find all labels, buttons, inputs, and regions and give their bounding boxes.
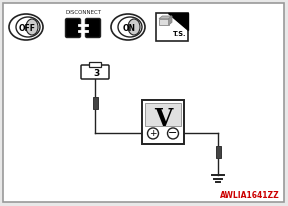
Circle shape bbox=[147, 128, 158, 139]
Polygon shape bbox=[159, 16, 172, 19]
Text: ON: ON bbox=[122, 23, 135, 33]
Ellipse shape bbox=[128, 19, 140, 35]
Polygon shape bbox=[168, 16, 172, 25]
Polygon shape bbox=[168, 13, 188, 30]
FancyBboxPatch shape bbox=[86, 19, 101, 37]
Text: −: − bbox=[168, 128, 178, 138]
Bar bbox=[159, 19, 168, 25]
Ellipse shape bbox=[26, 19, 38, 35]
Bar bbox=[89, 62, 101, 67]
Text: T.S.: T.S. bbox=[173, 31, 186, 37]
Ellipse shape bbox=[118, 17, 142, 37]
FancyBboxPatch shape bbox=[65, 19, 81, 37]
Text: 3: 3 bbox=[94, 69, 100, 77]
Ellipse shape bbox=[111, 14, 145, 40]
Bar bbox=[142, 100, 184, 144]
Bar bbox=[215, 146, 221, 158]
Text: V: V bbox=[154, 107, 172, 131]
Bar bbox=[92, 97, 98, 109]
Bar bbox=[145, 103, 181, 126]
Ellipse shape bbox=[16, 17, 40, 37]
Circle shape bbox=[168, 128, 179, 139]
FancyBboxPatch shape bbox=[81, 65, 109, 79]
Ellipse shape bbox=[9, 14, 43, 40]
Bar bbox=[156, 13, 188, 41]
Text: DISCONNECT: DISCONNECT bbox=[65, 10, 101, 15]
Text: AWLIA1641ZZ: AWLIA1641ZZ bbox=[220, 191, 280, 200]
Text: OFF: OFF bbox=[18, 23, 35, 33]
Text: +: + bbox=[149, 129, 157, 138]
